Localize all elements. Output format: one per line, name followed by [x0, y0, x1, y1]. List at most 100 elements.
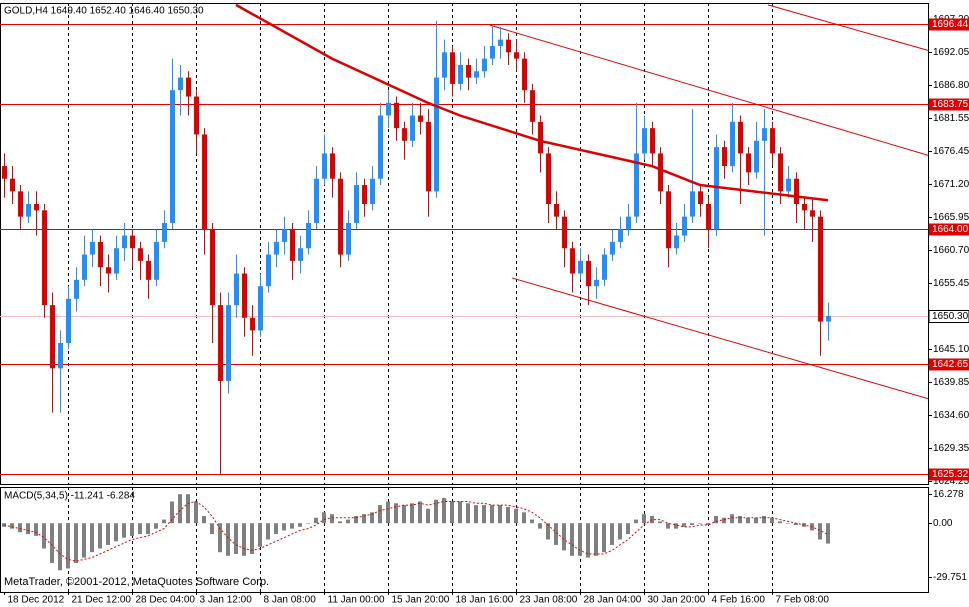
- candle-body: [10, 178, 15, 192]
- y-tick-label: 1634.60: [933, 410, 969, 421]
- candle-body: [178, 77, 183, 91]
- macd-bar: [218, 523, 222, 553]
- candle-body: [594, 279, 599, 287]
- main-plot: [0, 3, 928, 484]
- level-label: 1664.00: [932, 224, 969, 235]
- macd-bar: [706, 523, 710, 526]
- candle-body: [450, 52, 455, 84]
- candle-body: [34, 203, 39, 211]
- candle-body: [434, 77, 439, 192]
- macd-bar: [738, 515, 742, 524]
- macd-bar: [514, 508, 518, 524]
- candle-body: [642, 128, 647, 154]
- candle-body: [546, 153, 551, 204]
- macd-bar: [746, 517, 750, 524]
- candle-body: [234, 273, 239, 306]
- macd-bar: [250, 523, 254, 554]
- candle-body: [2, 166, 7, 179]
- x-tick-label: 28 Jan 04:00: [584, 595, 642, 606]
- candle-body: [818, 216, 823, 322]
- candle-body: [810, 210, 815, 217]
- macd-bar: [578, 523, 582, 556]
- candle-body: [698, 191, 703, 204]
- candle-body: [122, 235, 127, 249]
- macd-title: MACD(5,34,5) -11.241 -6.284: [4, 491, 135, 502]
- copyright: MetaTrader, ©2001-2012, MetaQuotes Softw…: [4, 576, 269, 588]
- macd-bar: [138, 523, 142, 535]
- macd-signal: [3, 500, 829, 562]
- macd-bar: [162, 519, 166, 524]
- candle-body: [18, 191, 23, 217]
- candle-body: [210, 229, 215, 306]
- y-tick-label: 1681.55: [933, 113, 969, 124]
- y-tick-label: 1676.45: [933, 146, 969, 157]
- x-tick-label: 30 Jan 20:00: [648, 595, 706, 606]
- price-label: 1650.30: [932, 311, 969, 322]
- macd-bar: [106, 523, 110, 545]
- candle-body: [826, 315, 831, 322]
- macd-bar: [690, 523, 694, 526]
- main-frame: [0, 3, 929, 485]
- candle-body: [770, 128, 775, 154]
- macd-bar: [530, 519, 534, 524]
- candle-body: [618, 229, 623, 242]
- candle-body: [298, 248, 303, 261]
- x-tick-label: 15 Jan 20:00: [392, 595, 450, 606]
- candle-body: [554, 203, 559, 217]
- macd-bar: [50, 523, 54, 564]
- candle-body: [418, 115, 423, 122]
- macd-bar: [202, 515, 206, 524]
- macd-bar: [522, 512, 526, 524]
- candle-body: [26, 203, 31, 217]
- candle-body: [202, 134, 207, 230]
- candle-body: [330, 153, 335, 179]
- candle-body: [690, 191, 695, 217]
- candle-body: [218, 305, 223, 381]
- macd-bar: [2, 523, 6, 527]
- macd-bar: [482, 505, 486, 524]
- macd-bar: [826, 523, 830, 544]
- candle-body: [394, 102, 399, 129]
- moving-average: [235, 3, 829, 202]
- macd-bar: [458, 501, 462, 524]
- candle-body: [250, 317, 255, 331]
- x-tick-label: 8 Jan 08:00: [264, 595, 317, 606]
- candle-body: [170, 90, 175, 223]
- candle-body: [426, 121, 431, 192]
- macd-bar: [354, 515, 358, 524]
- macd-bar: [306, 523, 310, 524]
- candle-body: [674, 235, 679, 249]
- candle-body: [130, 235, 135, 249]
- candle-body: [538, 121, 543, 154]
- candle-body: [162, 222, 167, 242]
- candle-body: [794, 178, 799, 204]
- macd-bar: [442, 497, 446, 524]
- macd-bar: [634, 519, 638, 524]
- candle-body: [466, 64, 471, 78]
- candle-body: [610, 241, 615, 255]
- x-tick-label: 28 Dec 04:00: [136, 595, 196, 606]
- y-tick-label: 1665.95: [933, 212, 969, 223]
- macd-bar: [90, 523, 94, 553]
- macd-bar: [362, 514, 366, 524]
- macd-bar: [18, 523, 22, 533]
- candle-body: [634, 153, 639, 217]
- macd-plot: [2, 487, 830, 592]
- candle-body: [338, 178, 343, 255]
- level-label: 1625.32: [932, 469, 969, 480]
- candle-body: [90, 241, 95, 255]
- macd-bar: [322, 512, 326, 524]
- macd-bar: [426, 508, 430, 524]
- candle-body: [482, 58, 487, 72]
- macd-bar: [58, 523, 62, 571]
- y-tick-label: 1639.85: [933, 377, 969, 388]
- candle-body: [682, 216, 687, 236]
- macd-bar: [546, 523, 550, 540]
- candle-body: [522, 58, 527, 91]
- macd-bar: [330, 514, 334, 524]
- macd-bar: [26, 523, 30, 535]
- macd-bar: [754, 517, 758, 524]
- candle-body: [290, 229, 295, 261]
- candle-body: [226, 305, 231, 381]
- macd-bar: [98, 523, 102, 549]
